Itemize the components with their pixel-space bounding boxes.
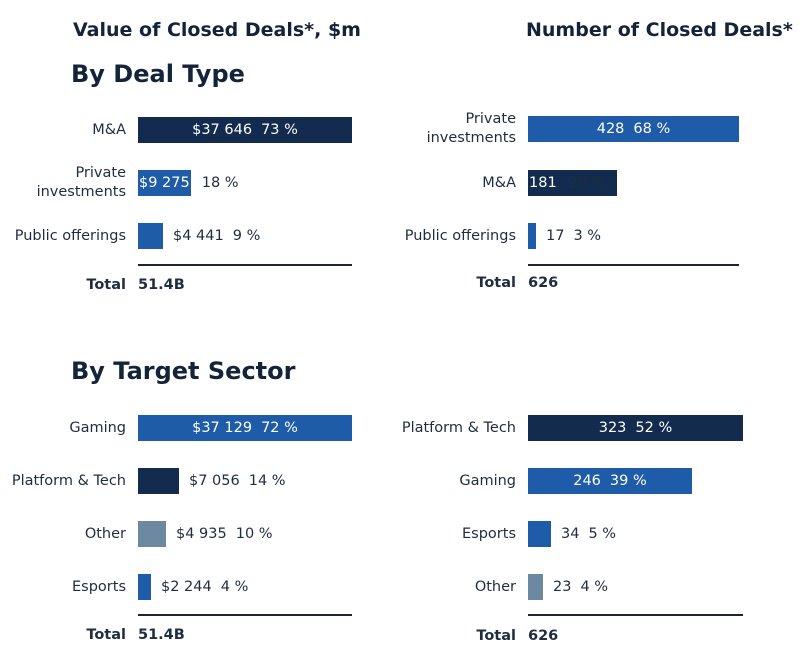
value-label: $7 056 (189, 473, 240, 489)
category-label: M&A (482, 174, 516, 191)
deal-type-section-title: By Deal Type (71, 60, 245, 88)
percent-label: 72 % (261, 420, 298, 436)
percent-label: 14 % (248, 473, 286, 489)
category-label: M&A (92, 121, 126, 138)
bar (528, 521, 551, 547)
value-label: $4 441 (173, 228, 224, 244)
data-label: 34 5 % (561, 521, 616, 547)
value-label: 17 (546, 228, 565, 244)
total-value: 51.4B (138, 277, 185, 293)
left-column-title: Value of Closed Deals*, $m (73, 19, 361, 41)
percent-label: 9 % (232, 228, 261, 244)
value-label: $37 646 (192, 122, 253, 138)
value-label: 181 (529, 175, 557, 191)
data-label: 23 4 % (553, 574, 608, 600)
percent-label: 39 % (609, 473, 647, 489)
value-label: 428 (596, 121, 625, 137)
percent-label: 10 % (235, 526, 273, 542)
category-label: Gaming (459, 472, 516, 489)
category-label: Esports (72, 578, 126, 595)
data-label: $37 646 73 % (138, 117, 352, 143)
data-label: $7 056 14 % (189, 468, 286, 494)
bar (138, 223, 163, 249)
data-label: 428 68 % (528, 116, 739, 142)
value-label: $37 129 (192, 420, 253, 436)
bar (528, 574, 543, 600)
value-label: 23 (553, 579, 572, 595)
data-label: 246 39 % (528, 468, 692, 494)
category-label: Platform & Tech (401, 419, 516, 436)
bar (138, 415, 352, 441)
data-label: $4 935 10 % (176, 521, 273, 547)
percent-label: 5 % (588, 526, 617, 542)
total-label: Total (86, 277, 126, 293)
category-label: Private investments (426, 111, 516, 146)
bar (138, 117, 352, 143)
total-label: Total (476, 275, 516, 291)
data-label: $37 129 72 % (138, 415, 352, 441)
percent-label: 29 % (568, 175, 606, 191)
category-label: Public offerings (14, 227, 126, 244)
value-label: $9 275 (139, 175, 190, 191)
value-label: 246 (573, 473, 601, 489)
bar (138, 521, 166, 547)
percent-label: 3 % (573, 228, 602, 244)
category-label: Other (474, 578, 516, 595)
bar (528, 170, 617, 196)
target-sector-section-title: By Target Sector (71, 357, 296, 385)
total-value: 626 (528, 275, 559, 291)
value-label: 323 (598, 420, 627, 436)
category-label: Gaming (69, 419, 126, 436)
category-label: Esports (462, 525, 516, 542)
data-label: $4 441 9 % (173, 223, 260, 249)
total-value: 626 (528, 628, 559, 644)
data-label: 181 29 % (529, 170, 606, 196)
percent-label: 52 % (635, 420, 673, 436)
category-label: Platform & Tech (11, 472, 126, 489)
percent-label: 68 % (633, 121, 671, 137)
total-label: Total (476, 628, 516, 644)
bar (528, 415, 743, 441)
data-label: $9 275 18 % (139, 170, 239, 196)
total-label: Total (86, 627, 126, 643)
data-label: 17 3 % (546, 223, 601, 249)
value-label: 34 (561, 526, 580, 542)
percent-label: 4 % (580, 579, 609, 595)
bar (528, 223, 536, 249)
value-label: $2 244 (161, 579, 212, 595)
data-label: 323 52 % (528, 415, 743, 441)
total-rule (528, 264, 739, 266)
total-value: 51.4B (138, 627, 185, 643)
total-rule (138, 264, 352, 266)
percent-label: 73 % (261, 122, 298, 138)
value-label: $4 935 (176, 526, 227, 542)
category-label: Other (84, 525, 126, 542)
bar (138, 574, 151, 600)
bar (528, 468, 692, 494)
percent-label: 4 % (220, 579, 249, 595)
bar (138, 170, 191, 196)
total-rule (138, 614, 352, 616)
percent-label: 18 % (201, 175, 239, 191)
bar (528, 116, 739, 142)
category-label: Private investments (36, 165, 126, 200)
right-column-title: Number of Closed Deals* (526, 19, 793, 41)
bar (138, 468, 179, 494)
category-label: Public offerings (404, 227, 516, 244)
total-rule (528, 614, 743, 616)
data-label: $2 244 4 % (161, 574, 248, 600)
